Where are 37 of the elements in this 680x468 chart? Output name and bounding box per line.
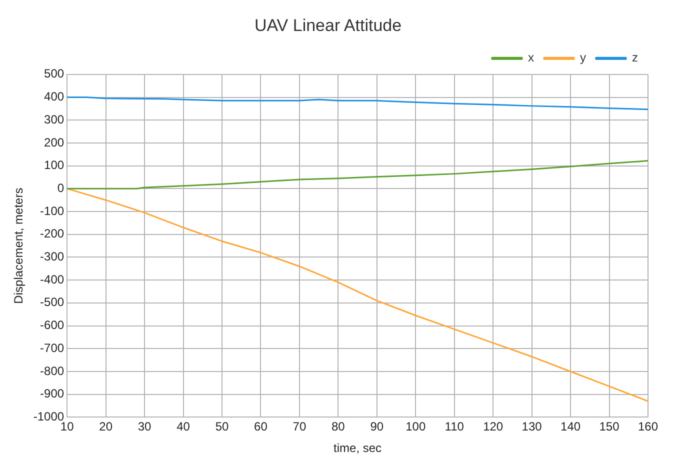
y-tick-label: 300 xyxy=(44,112,64,126)
x-tick-label: 20 xyxy=(99,420,113,434)
y-tick-label: 500 xyxy=(44,66,64,81)
x-tick-label: 80 xyxy=(332,420,346,434)
y-tick-label: -200 xyxy=(40,226,64,241)
x-tick-label: 10 xyxy=(60,420,74,434)
y-tick-label: -800 xyxy=(40,364,64,378)
x-tick-label: 150 xyxy=(599,420,620,434)
x-tick-label: 60 xyxy=(254,420,268,434)
x-tick-label: 160 xyxy=(638,420,658,434)
y-tick-label: 200 xyxy=(44,135,64,150)
x-tick-label: 70 xyxy=(292,420,306,434)
x-tick-label: 40 xyxy=(176,420,190,434)
y-tick-label: -300 xyxy=(40,250,64,264)
chart-title: UAV Linear Attitude xyxy=(254,16,402,35)
x-tick-label: 120 xyxy=(483,420,504,434)
x-axis-title: time, sec xyxy=(334,441,382,456)
y-tick-label: -100 xyxy=(40,204,64,218)
x-tick-label: 130 xyxy=(522,420,542,434)
x-tick-label: 110 xyxy=(444,420,464,434)
y-tick-label: 400 xyxy=(44,90,64,104)
legend-label: z xyxy=(632,50,638,65)
y-tick-label: -500 xyxy=(40,295,64,310)
y-tick-label: -900 xyxy=(40,386,64,401)
y-tick-label: -600 xyxy=(40,318,64,332)
y-tick-label: 0 xyxy=(57,180,64,195)
legend-label: y xyxy=(580,50,586,65)
y-tick-label: -700 xyxy=(40,340,64,355)
x-tick-label: 140 xyxy=(560,420,581,434)
x-tick-label: 50 xyxy=(215,420,229,434)
y-axis-title: Displacement, meters xyxy=(12,188,26,304)
legend-label: x xyxy=(528,50,534,65)
y-tick-label: 100 xyxy=(44,158,64,172)
x-tick-label: 100 xyxy=(406,420,426,434)
x-tick-label: 30 xyxy=(138,420,152,434)
y-tick-label: -400 xyxy=(40,272,64,286)
x-tick-label: 90 xyxy=(370,420,384,434)
